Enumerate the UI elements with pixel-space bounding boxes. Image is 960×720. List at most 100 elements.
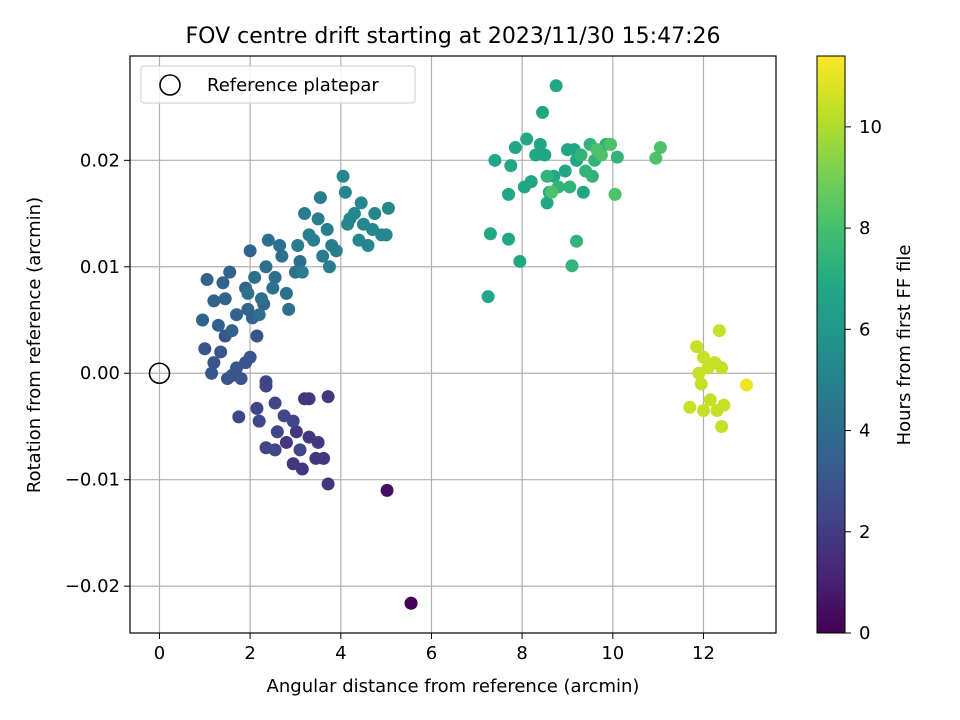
- data-point: [483, 227, 497, 241]
- data-point: [488, 153, 502, 167]
- y-tick-label: 0.02: [80, 150, 120, 171]
- data-point: [293, 254, 307, 268]
- x-tick-label: 4: [335, 643, 346, 664]
- data-point: [696, 404, 710, 418]
- data-point: [325, 238, 339, 252]
- data-point: [574, 148, 588, 162]
- y-tick-label: −0.01: [65, 470, 120, 491]
- data-point: [692, 366, 706, 380]
- data-point: [336, 169, 350, 183]
- data-point: [295, 265, 309, 279]
- data-point: [198, 342, 212, 356]
- data-point: [243, 350, 257, 364]
- data-point: [207, 356, 221, 370]
- data-point: [529, 148, 543, 162]
- y-tick-label: −0.02: [65, 576, 120, 597]
- data-point: [279, 286, 293, 300]
- data-point: [270, 425, 284, 439]
- data-point: [570, 234, 584, 248]
- data-point: [293, 443, 307, 457]
- colorbar-tick-label: 0: [859, 623, 870, 644]
- plot-frame: [129, 55, 777, 634]
- data-point: [536, 105, 550, 119]
- data-point: [565, 259, 579, 273]
- x-tick-label: 6: [426, 643, 437, 664]
- data-point: [604, 137, 618, 151]
- data-point: [540, 169, 554, 183]
- data-point: [504, 159, 518, 173]
- legend: Reference platepar: [140, 65, 416, 104]
- data-point: [268, 270, 282, 284]
- data-point: [502, 232, 516, 246]
- data-point: [254, 292, 268, 306]
- data-point: [381, 201, 395, 215]
- data-point: [311, 435, 325, 449]
- data-point: [520, 132, 534, 146]
- data-point: [513, 254, 527, 268]
- data-point: [248, 270, 262, 284]
- colorbar-tick-label: 4: [859, 421, 870, 442]
- data-point: [232, 410, 246, 424]
- data-point: [608, 187, 622, 201]
- data-point: [241, 302, 255, 316]
- data-point: [200, 273, 214, 287]
- y-tick-label: 0.00: [80, 363, 120, 384]
- chart-title: FOV centre drift starting at 2023/11/30 …: [186, 24, 721, 49]
- data-point: [273, 238, 287, 252]
- data-point: [268, 396, 282, 410]
- data-point: [585, 169, 599, 183]
- data-point: [712, 324, 726, 338]
- data-point: [502, 187, 516, 201]
- data-point: [282, 302, 296, 316]
- data-point: [225, 324, 239, 338]
- data-point: [715, 361, 729, 375]
- data-point: [380, 483, 394, 497]
- x-tick-label: 8: [516, 643, 527, 664]
- colorbar-ticks: 0 2 4 6 8 10: [845, 117, 882, 644]
- data-point: [302, 228, 316, 242]
- y-axis-ticks: −0.02 −0.01 0.00 0.01 0.02: [65, 150, 130, 597]
- data-point: [205, 366, 219, 380]
- data-point: [361, 238, 375, 252]
- legend-box: [140, 65, 416, 104]
- data-point: [241, 286, 255, 300]
- x-axis-ticks: 0 2 4 6 8 10 12: [154, 633, 715, 664]
- data-point: [594, 148, 608, 162]
- data-point: [243, 244, 257, 258]
- data-point: [558, 164, 572, 178]
- colorbar-tick-label: 10: [859, 117, 882, 138]
- legend-marker-reference: [159, 74, 181, 96]
- data-point: [234, 372, 248, 386]
- data-point: [250, 401, 264, 415]
- data-point: [316, 249, 330, 263]
- data-point: [211, 318, 225, 332]
- data-point: [261, 233, 275, 247]
- x-axis-label: Angular distance from reference (arcmin): [267, 676, 640, 697]
- x-tick-label: 0: [154, 643, 165, 664]
- colorbar-tick-label: 8: [859, 218, 870, 239]
- y-tick-label: 0.01: [80, 257, 120, 278]
- x-tick-label: 2: [244, 643, 255, 664]
- data-point: [653, 141, 667, 155]
- x-tick-label: 12: [692, 643, 715, 664]
- data-point: [683, 400, 697, 414]
- data-point: [214, 345, 228, 359]
- data-point: [313, 191, 327, 205]
- data-point: [379, 228, 393, 242]
- data-point: [298, 207, 312, 221]
- colorbar-tick-label: 2: [859, 522, 870, 543]
- reference-platepar-marker: [148, 362, 171, 385]
- colorbar-gradient: [816, 55, 846, 634]
- data-point: [715, 419, 729, 433]
- data-point: [266, 281, 280, 295]
- data-point: [563, 180, 577, 194]
- data-point: [321, 390, 335, 404]
- data-point: [218, 292, 232, 306]
- data-point: [322, 260, 336, 274]
- data-point: [250, 329, 264, 343]
- data-point: [279, 435, 293, 449]
- data-point: [341, 217, 355, 231]
- data-point: [317, 451, 331, 465]
- data-point: [368, 207, 382, 221]
- data-point: [533, 137, 547, 151]
